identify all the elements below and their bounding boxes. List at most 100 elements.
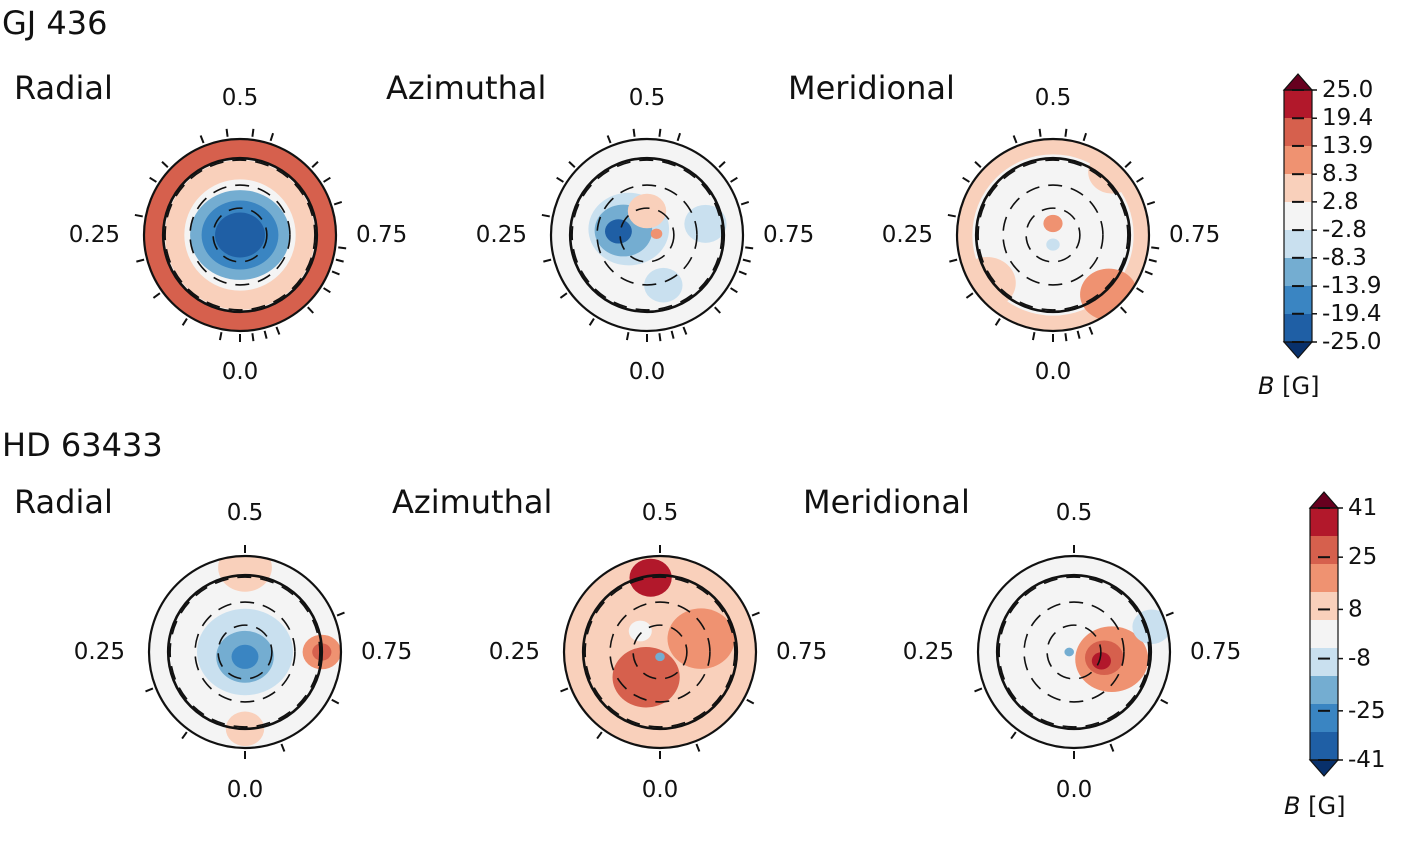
phase-tick <box>323 176 331 183</box>
phase-label-right: 0.75 <box>763 222 814 248</box>
field-patch <box>628 620 652 642</box>
outer-circle <box>147 554 343 750</box>
panel-title: Meridional <box>788 69 955 107</box>
phase-label-left: 0.25 <box>476 222 527 248</box>
phase-tick <box>331 270 340 276</box>
phase-label-bottom: 0.0 <box>1056 777 1093 803</box>
phase-label-bottom: 0.0 <box>227 777 264 803</box>
field-patch <box>627 193 667 229</box>
colorbar-tick-label: -13.9 <box>1322 273 1382 299</box>
phase-label-right: 0.75 <box>361 639 412 665</box>
phase-tick <box>568 161 576 168</box>
phase-tick <box>136 258 145 263</box>
phase-tick <box>947 213 956 218</box>
polar-panel-radial: 0.5 0.0 0.25 0.75 Radial <box>14 483 412 803</box>
phase-tick <box>676 132 682 142</box>
phase-tick <box>974 161 982 168</box>
phase-tick <box>338 246 347 250</box>
panel-title: Radial <box>14 69 113 107</box>
colorbar-tick-label: -41 <box>1348 747 1386 773</box>
latitude-dashed-circle <box>189 184 291 286</box>
colorbar-label-gj436: B [G] <box>1258 372 1320 400</box>
phase-tick <box>1146 200 1156 206</box>
latitude-dashed-circle <box>998 576 1150 728</box>
phase-label-right: 0.75 <box>776 639 827 665</box>
field-patch <box>1091 652 1111 670</box>
colorbar-band <box>1310 508 1338 537</box>
phase-tick <box>1076 330 1081 339</box>
latitude-dashed-circle <box>1023 601 1125 703</box>
phase-label-left: 0.25 <box>74 639 125 665</box>
field-map <box>564 556 756 748</box>
phase-tick <box>1038 128 1042 137</box>
colorbar-tick-label: 8.3 <box>1322 161 1359 187</box>
phase-label-top: 0.5 <box>1035 85 1072 111</box>
phase-label-left: 0.25 <box>882 222 933 248</box>
latitude-dashed-circle <box>571 159 723 311</box>
phase-tick <box>199 135 205 144</box>
colorbar-band <box>1284 90 1312 119</box>
polar-panel-azimuthal: 0.5 0.0 0.25 0.75 Azimuthal <box>392 483 827 803</box>
phase-tick <box>742 258 751 263</box>
phase-tick <box>1160 698 1169 705</box>
equator-circle <box>568 156 726 314</box>
colorbar-tick-label: -2.8 <box>1322 217 1367 243</box>
colorbar: 25.019.413.98.32.8-2.8-8.3-13.9-19.4-25.… <box>1282 73 1382 359</box>
panel-title: Azimuthal <box>386 69 546 107</box>
outer-circle <box>562 554 758 750</box>
phase-tick <box>336 611 345 617</box>
field-background <box>978 556 1170 748</box>
phase-tick <box>323 287 331 294</box>
outer-circle <box>549 137 745 333</box>
phase-tick <box>269 132 275 142</box>
equator-circle <box>974 156 1132 314</box>
colorbar-band <box>1284 146 1312 175</box>
colorbar-extend-bottom <box>1282 341 1314 359</box>
phase-tick <box>149 176 157 183</box>
field-ring <box>957 139 1149 331</box>
phase-tick <box>225 128 229 137</box>
phase-tick <box>145 687 154 693</box>
phase-tick <box>632 128 636 137</box>
latitude-dashed-circle <box>212 207 268 263</box>
outer-circle <box>976 554 1172 750</box>
field-patch <box>650 228 663 239</box>
phase-label-top: 0.5 <box>629 85 666 111</box>
phase-tick <box>682 326 688 335</box>
field-patch <box>1043 214 1063 233</box>
phase-label-left: 0.25 <box>903 639 954 665</box>
phase-tick <box>751 611 760 617</box>
latitude-dashed-circle <box>1002 184 1104 286</box>
equator-circle <box>581 573 739 731</box>
phase-label-left: 0.25 <box>489 639 540 665</box>
field-patch <box>1132 609 1170 645</box>
phase-label-bottom: 0.0 <box>222 359 259 385</box>
colorbar-band <box>1310 536 1338 565</box>
phase-tick <box>1082 132 1088 142</box>
phase-tick <box>331 698 340 705</box>
polar-panel-azimuthal: 0.5 0.0 0.25 0.75 Azimuthal <box>386 69 814 385</box>
latitude-dashed-circle <box>1046 624 1102 680</box>
phase-label-right: 0.75 <box>356 222 407 248</box>
colorbar-band <box>1284 118 1312 147</box>
panel-title: Azimuthal <box>392 483 552 521</box>
colorbar-tick-label: -25 <box>1348 698 1386 724</box>
phase-label-top: 0.5 <box>642 500 679 526</box>
phase-tick <box>134 213 143 218</box>
phase-tick <box>738 270 747 276</box>
field-patch <box>655 652 665 662</box>
phase-tick <box>730 176 738 183</box>
phase-tick <box>740 200 750 206</box>
field-patch <box>684 204 727 243</box>
colorbar-tick-label: 41 <box>1348 495 1377 521</box>
outer-circle <box>142 137 338 333</box>
phase-tick <box>994 318 1001 326</box>
panel-title: Meridional <box>803 483 970 521</box>
colorbar-extend-top <box>1282 73 1314 91</box>
field-patch <box>1064 647 1074 657</box>
phase-tick <box>965 292 974 299</box>
field-patch <box>644 267 683 303</box>
latitude-dashed-circle <box>584 576 736 728</box>
colorbar-band <box>1284 174 1312 203</box>
